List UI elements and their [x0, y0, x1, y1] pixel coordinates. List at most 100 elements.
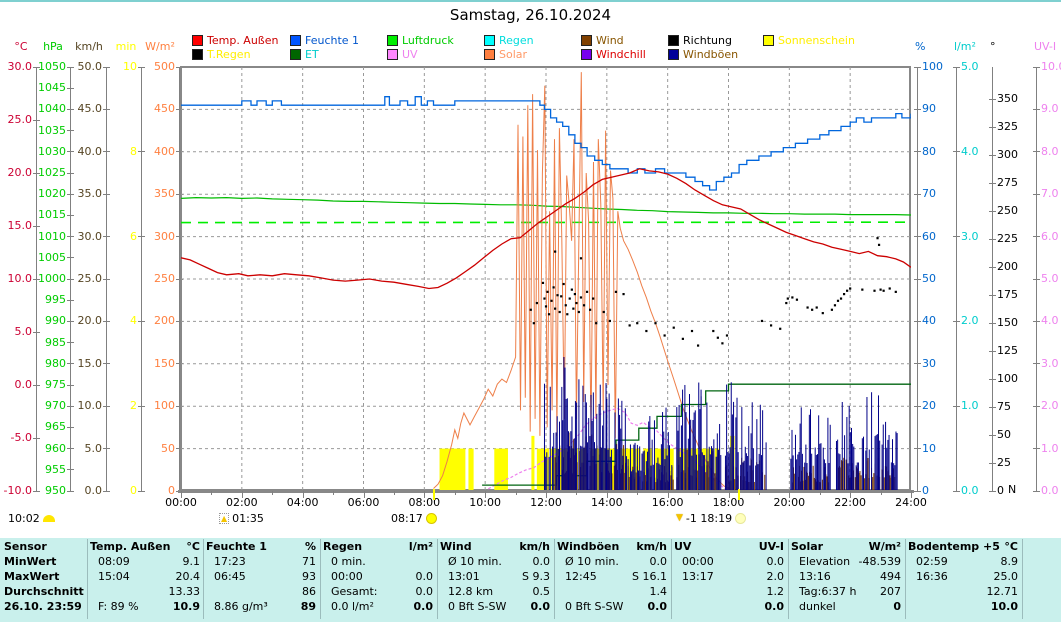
axis-tick — [176, 151, 183, 153]
direction-dot — [573, 293, 576, 296]
legend-item: Solar — [484, 48, 527, 61]
axis-tick-label: 4.0 — [961, 144, 979, 158]
stats-table: Sensor MinWert MaxWert Durchschnitt 26.10. 2… — [0, 538, 1061, 622]
legend-label: Regen — [499, 34, 534, 47]
axis-tick — [138, 320, 145, 322]
axis-tick — [989, 210, 996, 212]
table-cell-label: 00:00 — [682, 555, 714, 568]
direction-dot — [554, 250, 557, 253]
legend-label: Luftdruck — [402, 34, 454, 47]
x-axis-hour-tick — [393, 491, 395, 495]
table-cell-value: 9.1 — [182, 555, 201, 568]
legend-label: Sonnenschein — [778, 34, 855, 47]
table-col-unit: °C — [186, 540, 200, 553]
direction-dot — [532, 322, 535, 325]
table-col-header: Feuchte 1 — [206, 540, 267, 553]
direction-dot — [579, 257, 583, 260]
legend-label: T.Regen — [207, 48, 251, 61]
axis-tick — [138, 66, 145, 68]
direction-dot — [849, 287, 852, 290]
x-axis-time-label: 08:00 — [408, 496, 441, 509]
axis-tick-label: 150 — [154, 356, 175, 370]
x-axis-time-label: 20:00 — [773, 496, 806, 509]
x-axis-time-label: 12:00 — [530, 496, 562, 509]
axis-tick — [103, 490, 110, 492]
axis-tick — [67, 278, 74, 280]
direction-dot — [575, 301, 578, 305]
astro-marker: 10:02 — [8, 511, 55, 525]
axis-tick-label: 50 — [161, 441, 175, 455]
table-cell-value: 1.2 — [766, 585, 785, 598]
direction-dot — [552, 286, 555, 289]
direction-dot — [795, 298, 799, 301]
axis-tick-label: 990 — [45, 314, 66, 328]
series-temp-au-en — [181, 168, 911, 290]
axis-tick — [914, 490, 921, 492]
table-separator — [788, 539, 789, 619]
legend-swatch-icon — [387, 35, 398, 46]
series-feuchte-1 — [181, 96, 911, 191]
axis-tick — [103, 236, 110, 238]
axis-unit-label: km/h — [75, 40, 103, 53]
table-cell-label: F: 89 % — [98, 600, 139, 613]
direction-dot — [589, 308, 592, 311]
axis-tick-label: 1045 — [38, 81, 66, 95]
legend-item: Sonnenschein — [763, 34, 855, 47]
direction-dot — [628, 324, 631, 327]
axis-tick-label: 15.0 — [77, 356, 103, 370]
sunshine-block — [439, 448, 466, 491]
axis-tick-label: 1010 — [38, 229, 66, 243]
legend-item: Luftdruck — [387, 34, 454, 47]
legend-item: ET — [290, 48, 319, 61]
axis-tick-label: 200 — [154, 314, 175, 328]
direction-dot — [535, 301, 538, 305]
axis-tick-label: 1020 — [38, 187, 66, 201]
legend-item: Windchill — [581, 48, 646, 61]
axis-unit-label: l/m² — [954, 40, 976, 53]
axis-tick — [1033, 278, 1040, 280]
sunrise-sunset-tick — [738, 489, 741, 500]
x-axis-time-label: 06:00 — [347, 496, 380, 509]
axis-tick-label: 0 — [997, 484, 1004, 497]
table-cell-value: 12.71 — [986, 585, 1019, 598]
legend-item: Windböen — [668, 48, 738, 61]
axis-tick-label: 5.0 — [84, 441, 103, 455]
axis-tick — [953, 490, 960, 492]
axis-tick-label: 1.0 — [1041, 441, 1059, 455]
table-cell-label: 0.0 l/m² — [331, 600, 374, 613]
axis-tick-label: 10 — [123, 60, 137, 73]
series-solar — [433, 72, 738, 491]
table-col-unit: km/h — [636, 540, 667, 553]
axis-tick — [989, 98, 996, 100]
table-separator — [671, 539, 672, 619]
direction-dot — [861, 288, 864, 291]
legend-item: Regen — [484, 34, 534, 47]
legend-item: Feuchte 1 — [290, 34, 360, 47]
direction-dot — [602, 310, 605, 314]
table-col-unit: % — [304, 540, 316, 553]
axis-tick-label: 3.0 — [1041, 356, 1059, 370]
table-cell-label: 12:45 — [565, 570, 597, 583]
table-cell-label: Ø 10 min. — [565, 555, 619, 568]
direction-dot — [821, 312, 824, 315]
axis-tick-label: 1025 — [38, 166, 66, 179]
axis-tick-label: 450 — [154, 102, 175, 116]
direction-dot — [894, 290, 897, 293]
axis-tick-label: 6 — [130, 229, 137, 243]
axis-tick — [67, 151, 74, 153]
table-cell-value: 494 — [880, 570, 901, 583]
direction-dot — [529, 308, 532, 311]
astro-marker: 08:17 — [391, 511, 437, 525]
arrow-down-icon: ▼ — [676, 512, 683, 523]
axis-tick-label: 10.0 — [7, 272, 33, 285]
legend-item: Richtung — [668, 34, 732, 47]
table-separator — [87, 539, 88, 619]
direction-dot — [839, 297, 843, 300]
table-separator — [203, 539, 204, 619]
axis-tick — [914, 363, 921, 365]
axis-tick-label: 30.0 — [77, 229, 103, 243]
legend-label: Feuchte 1 — [305, 34, 360, 47]
moon-icon — [42, 514, 55, 522]
axis-line — [141, 67, 142, 491]
direction-dot — [672, 326, 675, 329]
